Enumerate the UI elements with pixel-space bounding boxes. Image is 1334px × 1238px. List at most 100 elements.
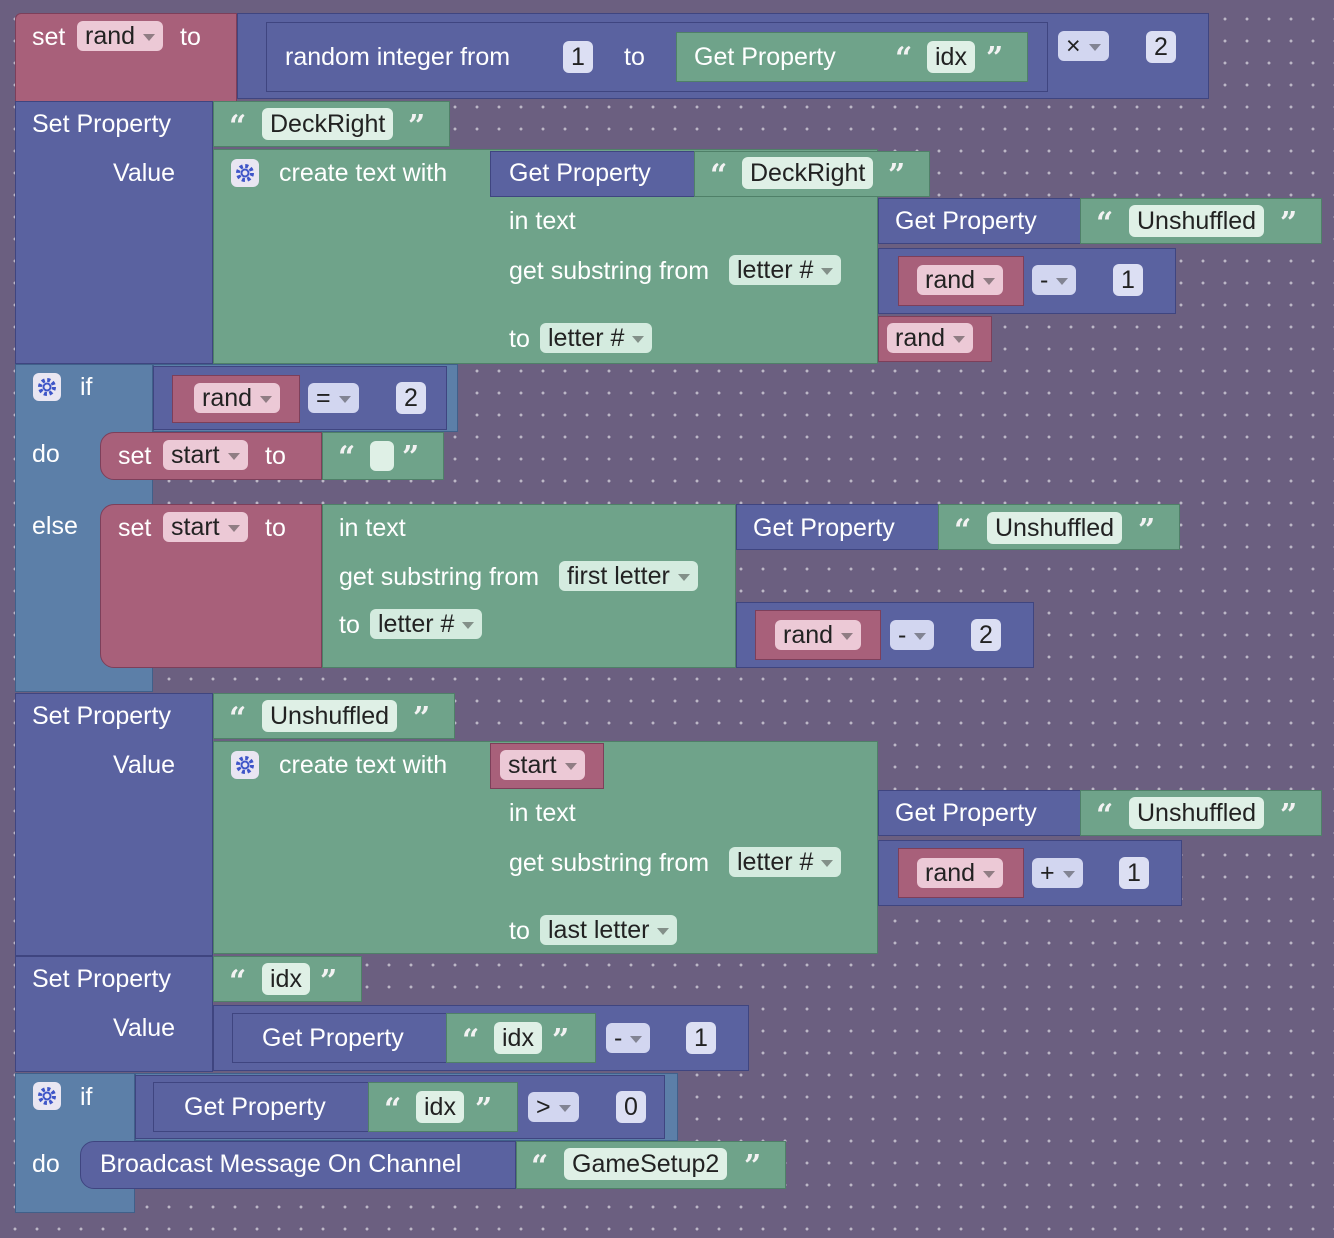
number-field-1[interactable]: 1 <box>1113 264 1143 296</box>
value-label: Value <box>113 159 176 187</box>
variable-dropdown-rand[interactable]: rand <box>194 383 281 413</box>
open-quote-icon: “ <box>954 513 972 548</box>
open-quote-icon: “ <box>229 964 247 999</box>
chevron-down-icon <box>953 336 966 343</box>
gear-icon[interactable] <box>231 159 259 187</box>
gear-icon[interactable] <box>33 1082 61 1110</box>
close-quote-icon: ” <box>1138 513 1156 548</box>
string-field-unshuffled-4[interactable]: Unshuffled <box>1129 797 1265 829</box>
variable-dropdown-start[interactable]: start <box>500 750 585 780</box>
operator-dropdown-multiply[interactable]: × <box>1058 31 1109 61</box>
variable-dropdown-rand[interactable]: rand <box>77 21 164 51</box>
value-label: Value <box>113 1014 176 1042</box>
chevron-down-icon <box>630 1036 643 1043</box>
string-field-idx[interactable]: idx <box>262 963 310 995</box>
to-position-dropdown[interactable]: letter # <box>540 323 653 353</box>
get-substring-label: get substring from <box>339 563 540 591</box>
broadcast-message-block[interactable] <box>80 1141 516 1189</box>
in-text-label: in text <box>509 207 576 235</box>
chevron-down-icon <box>564 763 577 770</box>
operator-dropdown-greater-than[interactable]: > <box>528 1092 579 1122</box>
close-quote-icon: ” <box>320 964 338 999</box>
string-field-deckright-2[interactable]: DeckRight <box>742 157 874 189</box>
set-keyword: set <box>118 442 152 470</box>
operator-dropdown-minus[interactable]: - <box>890 620 935 650</box>
variable-dropdown-rand[interactable]: rand <box>917 858 1004 888</box>
to-label: to <box>624 43 645 71</box>
set-property-deckright-block[interactable] <box>15 101 213 364</box>
gear-icon[interactable] <box>33 373 61 401</box>
from-position-dropdown[interactable]: letter # <box>729 847 842 877</box>
else-keyword: else <box>32 512 78 540</box>
string-field-deckright[interactable]: DeckRight <box>262 108 394 140</box>
open-quote-icon: “ <box>384 1092 402 1127</box>
open-quote-icon: “ <box>1096 206 1114 241</box>
variable-dropdown-start[interactable]: start <box>163 440 248 470</box>
set-property-idx-block[interactable] <box>15 956 213 1072</box>
get-substring-label: get substring from <box>509 257 710 285</box>
operator-dropdown-equals[interactable]: = <box>308 383 359 413</box>
operator-dropdown-minus[interactable]: - <box>1032 265 1077 295</box>
chevron-down-icon <box>260 396 273 403</box>
get-property-label: Get Property <box>509 159 651 187</box>
to-label: to <box>339 611 360 639</box>
close-quote-icon: ” <box>888 158 906 193</box>
operator-dropdown-minus[interactable]: - <box>606 1023 651 1053</box>
get-property-label: Get Property <box>262 1024 404 1052</box>
number-field-0[interactable]: 0 <box>616 1091 646 1123</box>
number-field-1[interactable]: 1 <box>686 1022 716 1054</box>
from-position-dropdown[interactable]: letter # <box>729 255 842 285</box>
close-quote-icon: ” <box>1280 798 1298 833</box>
string-field-unshuffled-2[interactable]: Unshuffled <box>987 512 1123 544</box>
to-position-dropdown[interactable]: letter # <box>370 609 483 639</box>
number-field-1[interactable]: 1 <box>563 41 593 73</box>
open-quote-icon: “ <box>229 701 247 736</box>
number-field-2[interactable]: 2 <box>971 619 1001 651</box>
number-field-2[interactable]: 2 <box>1146 31 1176 63</box>
do-keyword: do <box>32 440 60 468</box>
close-quote-icon: ” <box>475 1092 493 1127</box>
operator-dropdown-plus[interactable]: + <box>1032 858 1083 888</box>
string-field-idx[interactable]: idx <box>927 41 975 73</box>
close-quote-icon: ” <box>744 1149 762 1184</box>
chevron-down-icon <box>677 574 690 581</box>
broadcast-label: Broadcast Message On Channel <box>100 1150 462 1178</box>
close-quote-icon: ” <box>402 440 420 475</box>
open-quote-icon: “ <box>229 109 247 144</box>
get-property-label: Get Property <box>753 514 895 542</box>
from-position-dropdown[interactable]: first letter <box>559 561 698 591</box>
open-quote-icon: “ <box>531 1149 549 1184</box>
close-quote-icon: ” <box>408 109 426 144</box>
to-position-dropdown[interactable]: last letter <box>540 915 678 945</box>
chevron-down-icon <box>841 633 854 640</box>
if-keyword: if <box>80 1083 93 1111</box>
variable-dropdown-rand[interactable]: rand <box>917 265 1004 295</box>
string-field-idx[interactable]: idx <box>416 1091 464 1123</box>
chevron-down-icon <box>821 268 834 275</box>
do-keyword: do <box>32 1150 60 1178</box>
set-keyword: set <box>118 514 152 542</box>
close-quote-icon: ” <box>552 1023 570 1058</box>
chevron-down-icon <box>462 622 475 629</box>
to-keyword: to <box>265 514 286 542</box>
set-property-unshuffled-block[interactable] <box>15 693 213 956</box>
chevron-down-icon <box>632 336 645 343</box>
string-field-unshuffled-3[interactable]: Unshuffled <box>262 700 398 732</box>
number-field-2[interactable]: 2 <box>396 382 426 414</box>
create-text-with-label: create text with <box>279 751 448 779</box>
open-quote-icon: “ <box>710 158 728 193</box>
get-property-label: Get Property <box>694 43 836 71</box>
variable-dropdown-rand[interactable]: rand <box>775 620 862 650</box>
string-field-gamesetup2[interactable]: GameSetup2 <box>564 1148 728 1180</box>
chevron-down-icon <box>657 928 670 935</box>
variable-dropdown-rand[interactable]: rand <box>887 323 974 353</box>
variable-dropdown-start[interactable]: start <box>163 512 248 542</box>
empty-string-field[interactable] <box>370 441 394 471</box>
gear-icon[interactable] <box>231 751 259 779</box>
string-field-idx[interactable]: idx <box>494 1022 542 1054</box>
set-property-label: Set Property <box>32 965 171 993</box>
string-field-unshuffled-1[interactable]: Unshuffled <box>1129 205 1265 237</box>
chevron-down-icon <box>227 525 240 532</box>
number-field-1[interactable]: 1 <box>1119 857 1149 889</box>
set-property-label: Set Property <box>32 702 171 730</box>
